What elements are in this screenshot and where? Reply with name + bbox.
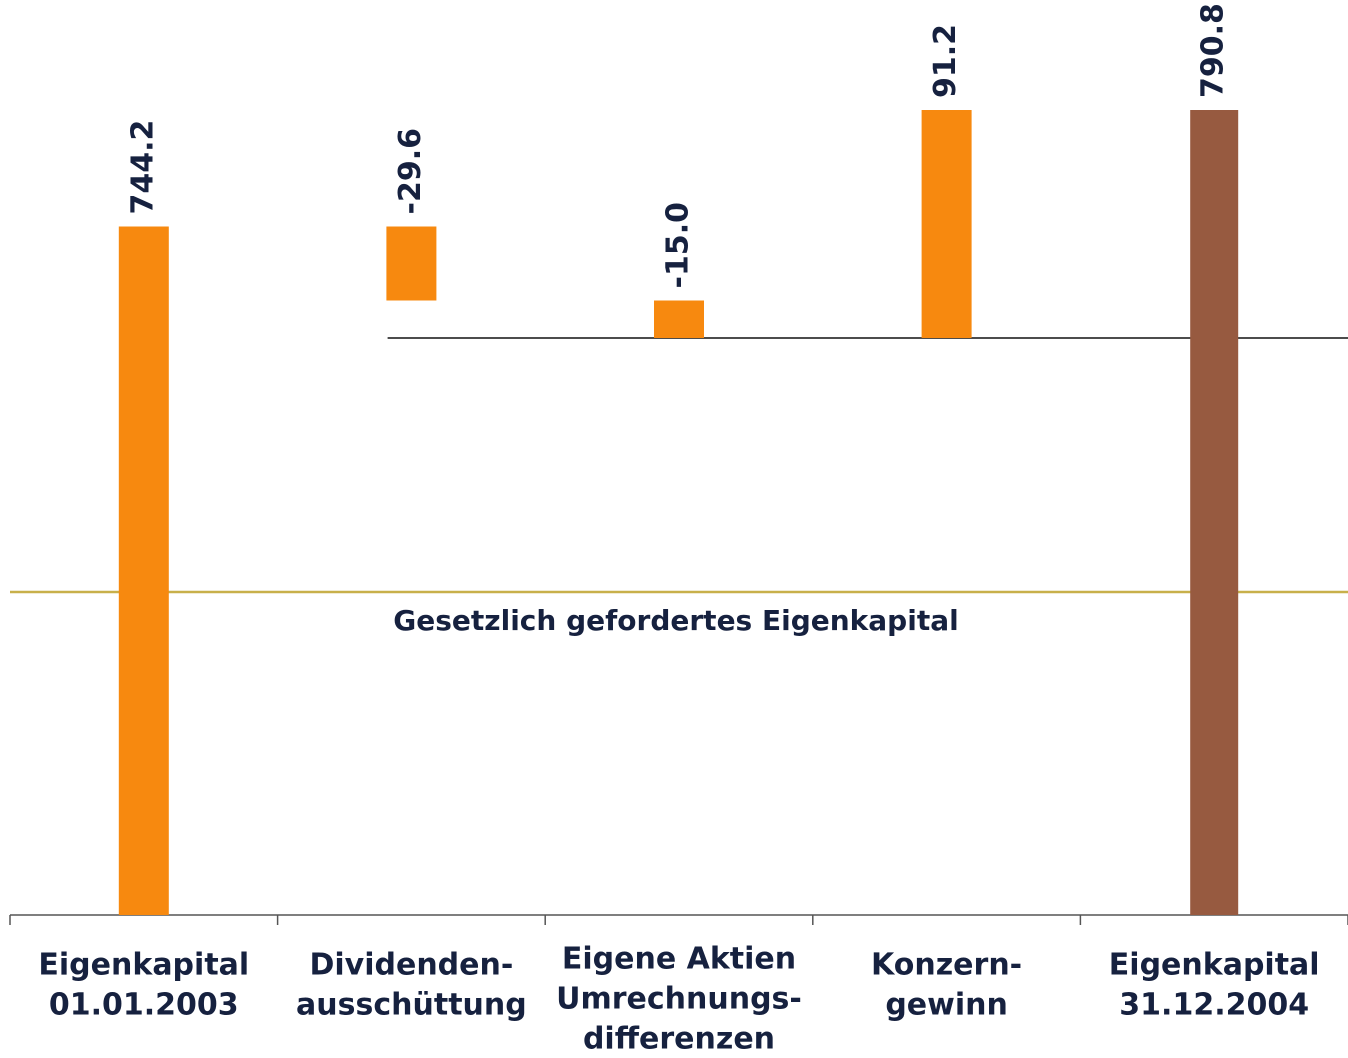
value-label: 744.2	[125, 120, 160, 215]
x-tick-label: 31.12.2004	[1119, 988, 1309, 1023]
x-tick-label: Konzern-	[871, 948, 1022, 983]
x-tick-label: Eigenkapital	[1109, 948, 1320, 983]
value-label: 91.2	[928, 24, 963, 98]
value-label: -29.6	[393, 128, 428, 214]
x-tick-label: Dividenden-	[309, 948, 513, 983]
bar	[386, 226, 437, 301]
bar	[654, 300, 704, 338]
annotation: Gesetzlich gefordertes Eigenkapital	[393, 604, 958, 637]
value-label: 790.8	[1196, 3, 1231, 98]
x-tick-label: Umrechnungs-	[556, 982, 802, 1017]
bar	[118, 226, 169, 915]
bar	[921, 110, 972, 338]
x-tick-label: 01.01.2003	[49, 988, 239, 1023]
bar	[1190, 110, 1239, 915]
x-tick-label: differenzen	[583, 1022, 775, 1057]
x-tick-label: Eigene Aktien	[562, 942, 796, 977]
x-tick-label: ausschüttung	[296, 988, 527, 1023]
x-tick-label: Eigenkapital	[38, 948, 249, 983]
value-label: -15.0	[661, 202, 696, 288]
x-tick-label: gewinn	[885, 988, 1008, 1023]
